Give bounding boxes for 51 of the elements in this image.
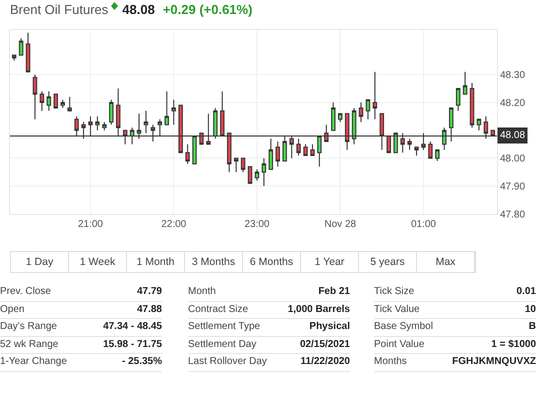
text: Prev. Close xyxy=(0,285,51,299)
text: 1 Year xyxy=(301,252,359,272)
text: Tick Size xyxy=(374,285,414,299)
x-tick-label: 22:00 xyxy=(161,219,187,230)
text: Max xyxy=(417,252,475,272)
text: Open xyxy=(0,302,24,316)
text: Feb 21 xyxy=(318,285,350,299)
y-tick-label: 48.00 xyxy=(500,154,526,165)
chart-title: Brent Oil Futures xyxy=(10,2,108,17)
text: 11/22/2020 xyxy=(300,355,350,369)
text: 10 xyxy=(524,302,536,316)
y-tick-label: 47.80 xyxy=(500,210,526,220)
chart-subtitle: 48.08 +0.29 (+0.61%) xyxy=(122,2,252,17)
text: 1 = $1000 xyxy=(491,338,536,352)
y-tick-label: 48.20 xyxy=(500,98,526,109)
y-tick-label: 47.90 xyxy=(500,182,526,193)
text: 1,000 Barrels xyxy=(288,302,350,316)
text: Day's Range xyxy=(0,320,57,334)
text: 47.79 xyxy=(136,285,162,299)
text: - 25.35% xyxy=(122,355,162,369)
ref-line-label: 48.08 xyxy=(500,130,526,141)
x-tick-label: 21:00 xyxy=(78,219,104,230)
text: 3 Months xyxy=(185,252,243,272)
text: Point Value xyxy=(374,338,424,352)
text: Settlement Type xyxy=(188,320,260,334)
x-tick-label: Nov 28 xyxy=(324,219,356,230)
x-tick-label: 23:00 xyxy=(244,219,270,230)
text: 1 Day xyxy=(11,252,69,272)
text: 6 Months xyxy=(243,252,301,272)
text: 0.01 xyxy=(516,285,536,299)
text: 47.88 xyxy=(136,302,162,316)
text: Physical xyxy=(309,320,350,334)
text: 02/15/2021 xyxy=(300,338,350,352)
x-tick-label: 01:00 xyxy=(410,219,436,230)
text: B xyxy=(528,320,536,334)
text: 5 years xyxy=(359,252,417,272)
text: 1 Week xyxy=(69,252,127,272)
text: Tick Value xyxy=(374,302,420,316)
text: Months xyxy=(374,355,407,369)
text: FGHJKMNQUVXZ xyxy=(452,355,536,369)
y-tick-label: 48.30 xyxy=(500,70,526,82)
text: Base Symbol xyxy=(374,320,433,334)
text: 47.34 - 48.45 xyxy=(103,320,162,334)
text: Contract Size xyxy=(188,302,248,316)
text: 52 wk Range xyxy=(0,338,58,352)
text: Settlement Day xyxy=(188,338,256,352)
text: Last Rollover Day xyxy=(188,355,267,369)
text: Month xyxy=(188,285,216,299)
text: 15.98 - 71.75 xyxy=(103,338,162,352)
text: 1 Month xyxy=(127,252,185,272)
text: 1-Year Change xyxy=(0,355,67,369)
